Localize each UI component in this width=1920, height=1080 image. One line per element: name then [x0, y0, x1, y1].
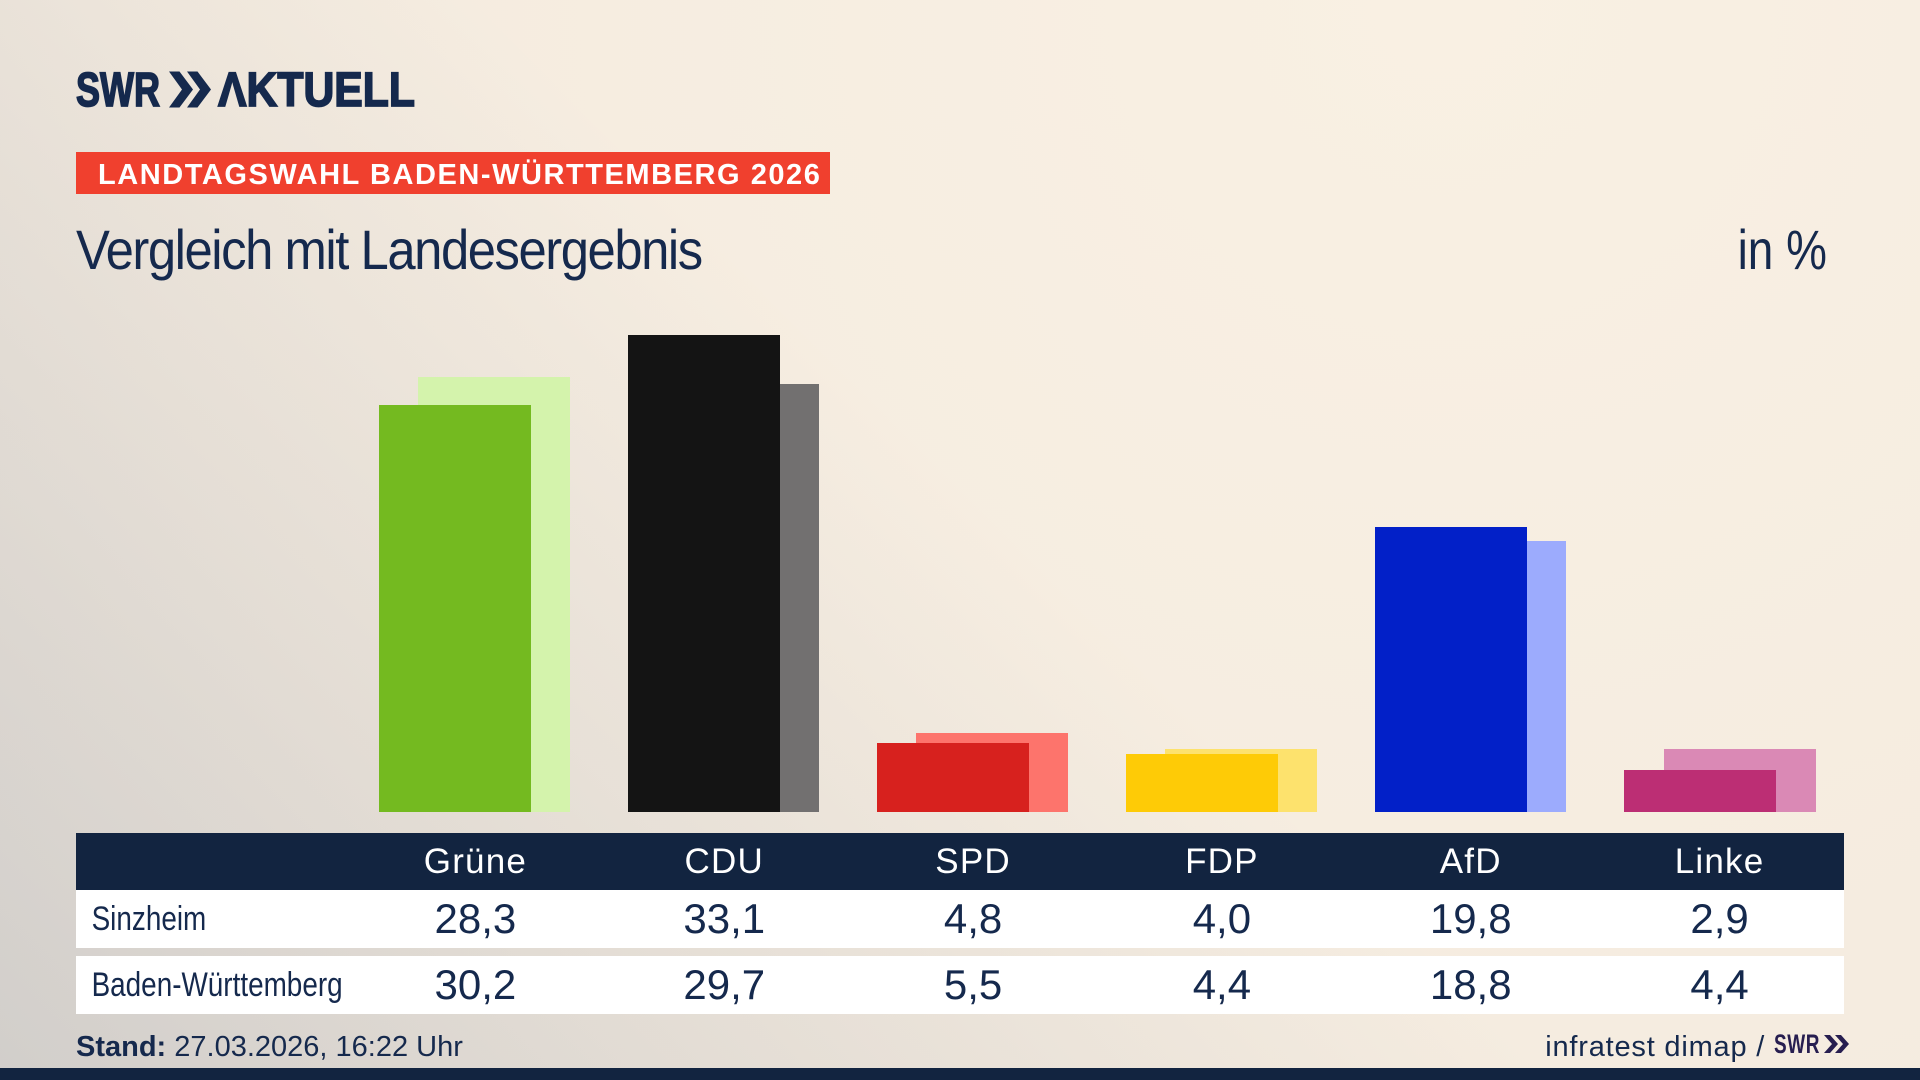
svg-text:SWR: SWR	[1774, 1032, 1820, 1058]
svg-text:ΛKTUELL: ΛKTUELL	[218, 70, 415, 110]
svg-text:SWR: SWR	[76, 70, 160, 110]
